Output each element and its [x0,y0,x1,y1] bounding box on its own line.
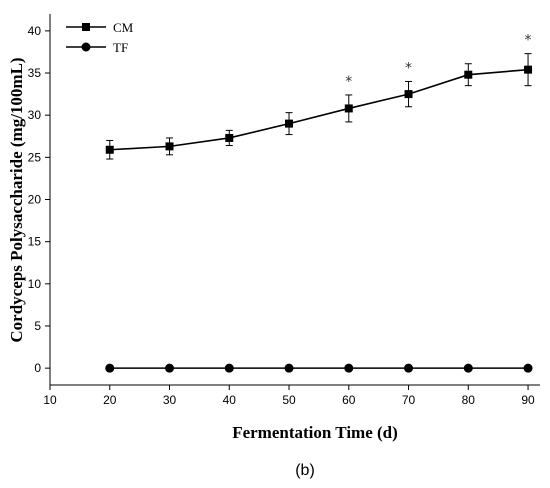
data-point-tf [523,363,533,373]
y-tick-label: 0 [34,361,41,375]
data-point-tf [463,363,473,373]
data-point-cm [225,133,234,142]
data-point-cm [105,145,114,154]
x-tick-label: 90 [521,393,535,407]
y-tick-label: 20 [28,193,42,207]
y-tick-label: 10 [28,277,42,291]
data-point-cm [165,142,174,151]
series-line-cm [109,68,529,151]
series-marks: * * * [105,33,533,373]
legend-label-cm: CM [113,20,134,35]
y-tick-label: 15 [28,235,42,249]
data-point-tf [284,363,294,373]
legend-marker-tf [81,42,91,52]
x-tick-label: 50 [282,393,296,407]
y-tick-label: 35 [28,66,42,80]
legend-label-tf: TF [113,40,128,55]
x-tick-label: 60 [342,393,356,407]
x-tick-label: 70 [402,393,416,407]
legend: CM TF [66,20,134,55]
axes: 10 20 30 40 50 60 70 80 90 0 5 10 15 20 25 30 35 40 [28,14,540,407]
x-tick-label: 20 [103,393,117,407]
significance-mark: * [525,33,532,49]
x-tick-label: 10 [43,393,57,407]
y-tick-label: 40 [28,24,42,38]
panel-caption: (b) [295,462,315,479]
x-tick-label: 30 [163,393,177,407]
data-point-tf [404,363,414,373]
legend-marker-cm [82,23,90,31]
data-point-cm [285,119,294,128]
data-point-tf [165,363,175,373]
data-point-cm [524,65,533,74]
y-tick-label: 5 [34,319,41,333]
x-tick-label: 80 [462,393,476,407]
data-point-tf [344,363,354,373]
y-tick-label: 25 [28,150,42,164]
y-axis-label: Cordyceps Polysaccharide (mg/100mL) [7,57,26,342]
data-point-cm [464,70,473,79]
data-point-tf [105,363,115,373]
x-tick-label: 40 [223,393,237,407]
x-axis-label: Fermentation Time (d) [232,423,398,442]
data-point-cm [404,90,413,99]
data-point-tf [224,363,234,373]
data-point-cm [344,104,353,113]
significance-mark: * [405,60,412,76]
significance-mark: * [345,74,352,90]
y-tick-label: 30 [28,108,42,122]
